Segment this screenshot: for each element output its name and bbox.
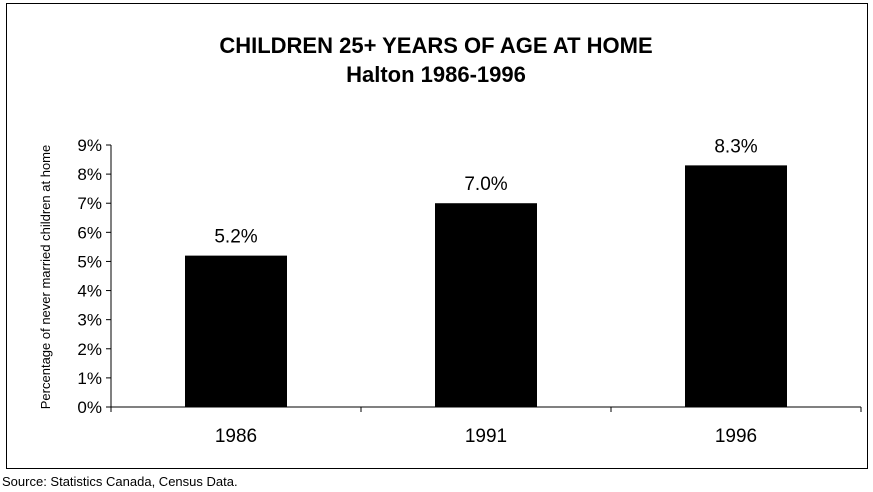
data-label: 8.3%: [714, 136, 757, 157]
x-tick-label: 1986: [215, 426, 257, 447]
plot-area: 0% 1% 2% 3% 4% 5% 6% 7% 8% 9% 5.2% 1986 7.0% 1991 8.3%…: [77, 136, 862, 447]
bar: [685, 165, 787, 407]
y-tick-label: 0%: [77, 398, 102, 417]
y-tick-label: 6%: [77, 223, 102, 242]
y-tick-label: 2%: [77, 340, 102, 359]
y-tick-label: 8%: [77, 165, 102, 184]
y-tick-label: 1%: [77, 369, 102, 388]
y-tick-label: 5%: [77, 252, 102, 271]
bar: [185, 255, 287, 407]
y-tick-label: 4%: [77, 282, 102, 301]
data-label: 5.2%: [214, 227, 257, 248]
data-label: 7.0%: [464, 174, 507, 195]
source-note: Source: Statistics Canada, Census Data.: [2, 474, 238, 489]
chart-frame: [6, 3, 868, 469]
y-tick-label: 9%: [77, 136, 102, 155]
bar: [435, 203, 537, 407]
y-axis-label: Percentage of never married children at …: [38, 145, 53, 409]
y-tick-label: 7%: [77, 194, 102, 213]
chart-title: CHILDREN 25+ YEARS OF AGE AT HOME: [219, 33, 652, 58]
chart-subtitle: Halton 1986-1996: [346, 62, 526, 87]
x-tick-label: 1991: [465, 426, 507, 447]
x-tick-label: 1996: [715, 426, 757, 447]
y-tick-label: 3%: [77, 311, 102, 330]
